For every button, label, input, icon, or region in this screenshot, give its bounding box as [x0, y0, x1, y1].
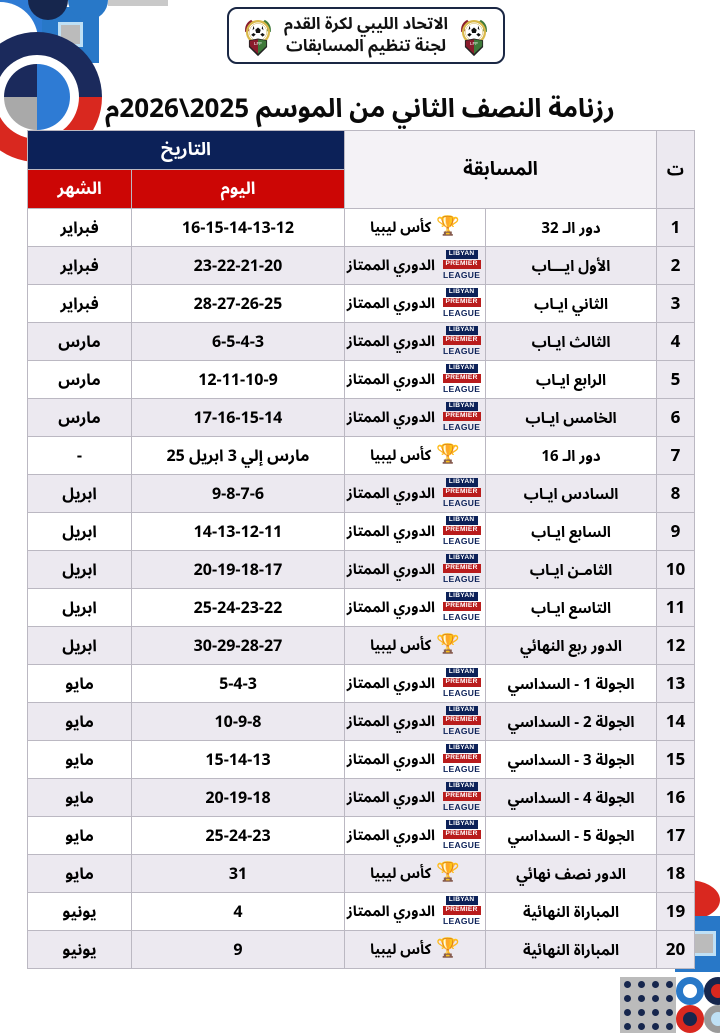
svg-text:LFF: LFF: [470, 41, 478, 46]
svg-text:LFF: LFF: [254, 41, 262, 46]
